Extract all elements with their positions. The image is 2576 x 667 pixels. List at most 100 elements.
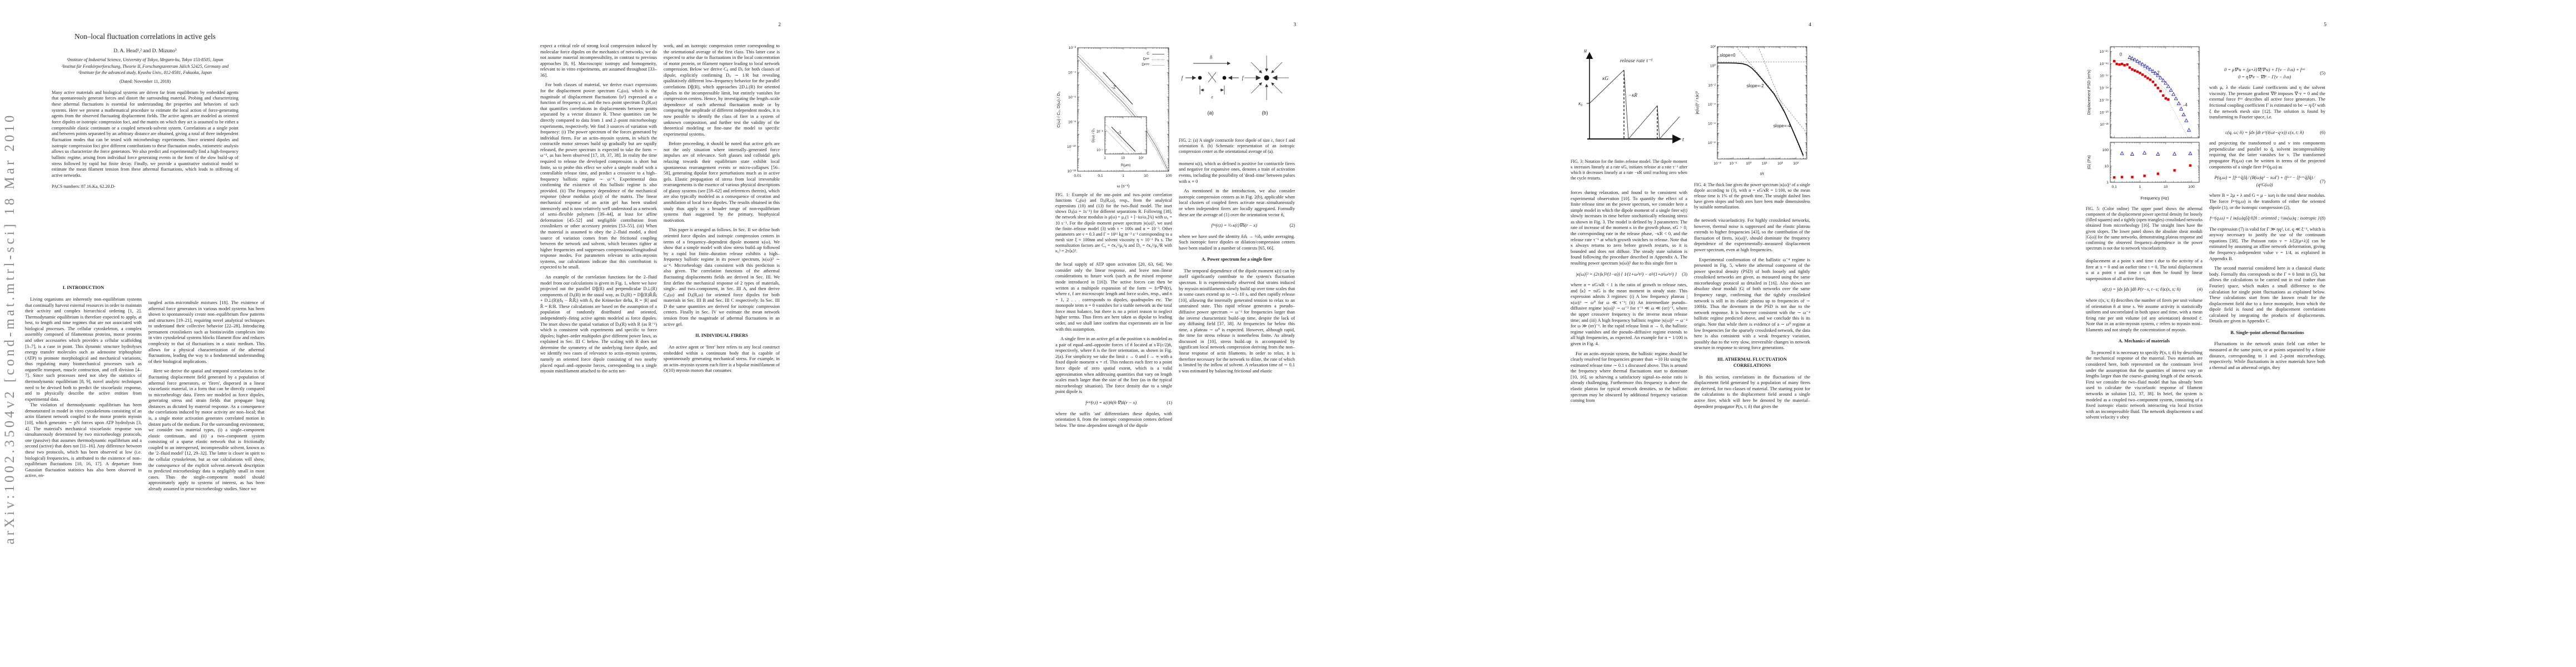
growth-segment-1: [1589, 69, 1625, 104]
section-heading-introduction: I. INTRODUCTION: [62, 285, 104, 290]
svg-text:10⁻²¹: 10⁻²¹: [2100, 123, 2109, 127]
paper-authors: D. A. Head¹,² and D. Mizuno³: [113, 48, 177, 54]
svg-text:10: 10: [2164, 185, 2168, 188]
page-5: 5 10⁻¹⁵ 10⁻¹⁶ 10⁻¹⁷ 10⁻¹⁸ 10⁻¹⁹ 10⁻²⁰ 10⁻²¹ Dis…: [2061, 0, 2576, 667]
fig1-inset-chart: 1 10 10² 10⁻⁶ 10⁻⁷ R(μm) D(ω) / D₀ -1: [1090, 115, 1149, 170]
svg-text:10⁻¹⁸: 10⁻¹⁸: [2100, 87, 2109, 91]
fig4-chart: 10⁻² 10⁻¹ 10⁰ 10¹ 10² 10³ 10² 10⁰ 10⁻² 10⁻⁴ 10⁻⁶ 10…: [1694, 43, 1810, 179]
svg-text:100: 100: [2188, 185, 2195, 188]
svg-text:slope=-4: slope=-4: [1773, 123, 1791, 128]
fig1-caption: FIG. 1: Example of the one–point and two…: [1055, 192, 1172, 254]
svg-text:Displacement PSD (m²s): Displacement PSD (m²s): [2086, 69, 2091, 115]
paragraph: Here we derive the spatial and temporal …: [148, 369, 265, 491]
svg-text:slope=-2: slope=-2: [1747, 83, 1764, 88]
fig2-eps-label: ε: [1211, 94, 1213, 99]
svg-text:10: 10: [1144, 174, 1148, 178]
paragraph: displacement at a point x and time t due…: [2086, 258, 2203, 281]
page-number: 5: [2324, 22, 2326, 28]
figure-1: 0.01 0.1 1 10 100 10⁻² 10⁻⁴ 10⁻⁶ 10⁻⁸ 10⁻¹⁰ 10⁻¹² ω…: [1055, 43, 1172, 254]
svg-text:10⁻²: 10⁻²: [1069, 46, 1077, 50]
paragraph: where the suffix 'ani' differentiates th…: [1055, 411, 1172, 428]
svg-text:10⁻¹⁵: 10⁻¹⁵: [2100, 50, 2109, 54]
paragraph: Fluctuations in the network strain field…: [2209, 341, 2325, 370]
page4-column-1: u t κ₀ κ̇G −κ̇R release rate τ⁻¹ FIG. 3:…: [1571, 43, 1687, 404]
svg-text:1: 1: [1104, 157, 1106, 160]
page2-column-1: expect a critical role of strong local c…: [540, 43, 657, 375]
affiliation-1: ¹Institute of Industrial Science, Univer…: [67, 57, 223, 62]
svg-text:10⁻²⁰: 10⁻²⁰: [2100, 110, 2109, 115]
section-heading-individual-firers: II. INDIVIDUAL FIRERS: [695, 333, 748, 339]
fig3-caption: FIG. 3: Notation for the finite–release …: [1571, 158, 1687, 181]
front-matter: Non–local fluctuation correlations in ac…: [25, 32, 265, 189]
equation-4: u(r,t) = ∫dx ∫ds ∫dn̂ P(r−x, t−s; n̂)c(x…: [2102, 287, 2203, 292]
fig2-f-left-label: f: [1182, 75, 1184, 81]
subsection-heading-mechanics: A. Mechanics of materials: [2118, 339, 2170, 344]
svg-text:Frequency (Hz): Frequency (Hz): [2141, 196, 2169, 201]
equation-5: 0 = μ∇²u + (μ+λ)∇(∇·u) + Γ(v − ∂ₜu) + fᵉ…: [2224, 67, 2325, 79]
legend-label-dperp: Dᵖᵉʳᵖ: [1142, 62, 1149, 67]
paragraph: For both classes of material, we derive …: [540, 82, 657, 270]
svg-text:10⁻¹: 10⁻¹: [1730, 162, 1737, 166]
svg-text:10³: 10³: [1793, 162, 1799, 166]
svg-text:10⁻⁶: 10⁻⁶: [1068, 96, 1076, 99]
affiliation-2: ²Institut für Festkörperforschung, Theor…: [61, 63, 229, 69]
equation-7: P(q,ω) = [fᵃᶜᵗ·q̂]q̂ ⁄ (B(ω)q² − iωΓ) + …: [2214, 175, 2325, 187]
svg-text:0: 0: [2120, 52, 2122, 57]
svg-text:10⁻⁴: 10⁻⁴: [1708, 103, 1716, 107]
page-number: 3: [1293, 22, 1296, 28]
paper-title: Non–local fluctuation correlations in ac…: [74, 32, 216, 41]
svg-text:10⁻¹²: 10⁻¹²: [1067, 170, 1076, 173]
dipole-right-bead: [1222, 76, 1227, 80]
page-1: arXiv:1002.3504v2 [cond-mat.mtrl-sci] 18…: [0, 0, 515, 667]
legend-label-dpar: Dᵖᵃʳ: [1143, 57, 1149, 61]
paragraph: For an actin–myosin system, the ballisti…: [1571, 351, 1687, 404]
dipole-left-bead: [1198, 76, 1202, 80]
legend-label-c: C: [1147, 51, 1149, 56]
paragraph: and projecting the transformed u and v i…: [2209, 141, 2325, 170]
fig3-kG-label: κ̇G: [1602, 76, 1608, 81]
fig2-n-label: n̂: [1210, 54, 1213, 60]
svg-text:10⁰: 10⁰: [1746, 161, 1752, 166]
paragraph: The violation of thermodynamic equilibri…: [25, 402, 142, 479]
growth-segment-3: [1659, 116, 1680, 140]
fig2-b-label: (b): [1262, 110, 1268, 116]
paragraph: where we have used the identity n̂ᵢn̂ⱼ →…: [1179, 233, 1295, 251]
svg-text:10⁻⁸: 10⁻⁸: [1068, 120, 1076, 124]
svg-text:10²: 10²: [1710, 45, 1716, 49]
page4-column-2: 10⁻² 10⁻¹ 10⁰ 10¹ 10² 10³ 10² 10⁰ 10⁻² 10⁻⁴ 10⁻⁶ 10…: [1694, 43, 1810, 410]
svg-text:C(ω) / C₀, D(ω) / D₀: C(ω) / C₀, D(ω) / D₀: [1056, 91, 1061, 127]
svg-text:R(μm): R(μm): [1121, 163, 1130, 167]
paragraph: An example of the correlation functions …: [540, 274, 657, 374]
paragraph: with μ, λ the elastic Lamé coefficients …: [2209, 85, 2325, 120]
paragraph: Experimental confirmation of the ballist…: [1694, 257, 1810, 351]
svg-text:10⁻¹⁹: 10⁻¹⁹: [2100, 98, 2109, 102]
legend-line-sample: [1152, 59, 1164, 60]
pacs-numbers: PACS numbers: 87.16.Ka, 62.20.D-: [52, 183, 116, 189]
paragraph: In this section, correlations in the flu…: [1694, 374, 1810, 409]
svg-text:ω (s⁻¹): ω (s⁻¹): [1117, 183, 1130, 188]
svg-text:10: 10: [1121, 157, 1125, 160]
fig3-diagram: u t κ₀ κ̇G −κ̇R release rate τ⁻¹: [1578, 48, 1684, 143]
page-number: 2: [778, 22, 781, 28]
fig3-k0-label: κ₀: [1578, 101, 1582, 106]
paragraph: To proceed it is necessary to specify P(…: [2086, 350, 2203, 420]
fig1-plot-area: 0.01 0.1 1 10 100 10⁻² 10⁻⁴ 10⁻⁶ 10⁻⁸ 10⁻¹⁰ 10⁻¹² ω…: [1055, 43, 1172, 189]
fig3-t-label: t: [1682, 137, 1684, 143]
paragraph: forces during relaxation, and found to b…: [1571, 190, 1687, 266]
page1-column-1: I. INTRODUCTION Living organisms are inh…: [25, 280, 142, 479]
fig4-caption: FIG. 4: The thick line gives the power s…: [1694, 182, 1810, 210]
page-3: 3 0.01 0.1 1 10 100 10⁻² 10⁻⁴ 10⁻⁶ 10⁻⁸ 10⁻¹⁰ 10⁻¹…: [1030, 0, 1546, 667]
paragraph: the network viscoelasticity. For highly …: [1694, 218, 1810, 253]
svg-text:100: 100: [2102, 148, 2109, 152]
svg-text:-4: -4: [2184, 103, 2188, 108]
subsection-heading-single-point: B. Single–point athermal fluctuations: [2230, 330, 2304, 335]
arxiv-stamp: arXiv:1002.3504v2 [cond-mat.mtrl-sci] 18…: [2, 112, 17, 545]
svg-text:10⁻²: 10⁻²: [1713, 162, 1721, 166]
equation-6: c(q, ω; n̂) = ∫dx ∫dt e^(i(ωt−q·x)) c(x,…: [2225, 130, 2325, 135]
paragraph: As mentioned in the introduction, we als…: [1179, 188, 1295, 217]
page2-column-2: work, and an isotropic compression cente…: [664, 43, 780, 374]
svg-text:|G| (Pa): |G| (Pa): [2086, 155, 2091, 170]
paragraph: the local supply of ATP upon activation …: [1055, 262, 1172, 332]
svg-text:10⁻¹⁷: 10⁻¹⁷: [2100, 74, 2109, 78]
fig3-kR-label: −κ̇R: [1628, 92, 1637, 98]
